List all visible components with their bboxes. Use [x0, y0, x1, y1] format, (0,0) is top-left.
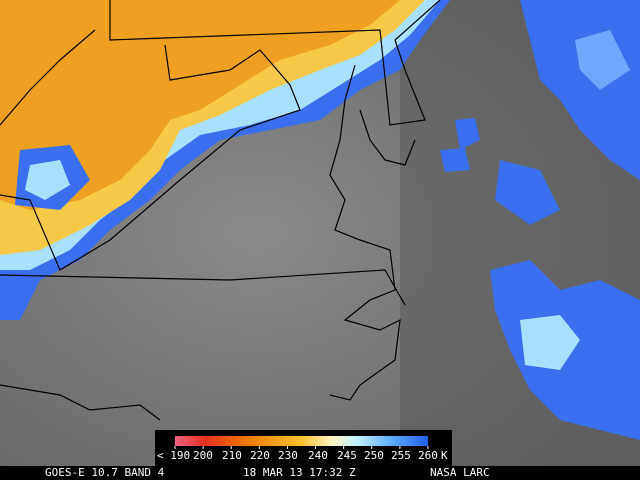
cloud-mid-ne	[575, 30, 630, 90]
footer-bar	[0, 466, 640, 480]
colorbar-label: 230	[278, 449, 298, 462]
colorbar-label: 200	[193, 449, 213, 462]
colorbar	[175, 436, 428, 446]
cloud-light-patch	[25, 160, 70, 200]
colorbar-labels: < 190 200 210 220 230 240 245 250 255 260 K	[157, 446, 448, 462]
colorbar-label: < 190	[157, 449, 190, 462]
colorbar-label: 255	[391, 449, 411, 462]
state-border	[109, 0, 441, 126]
coastline	[329, 64, 401, 401]
state-border	[0, 29, 96, 126]
footer-satellite: GOES-E 10.7 BAND 4	[45, 466, 165, 479]
colorbar-label: 240	[308, 449, 328, 462]
cloud-light-se	[520, 315, 580, 370]
colorbar-label: K	[441, 449, 448, 462]
colorbar-label: 245	[337, 449, 357, 462]
colorbar-label: 260	[418, 449, 438, 462]
cloud-blue-e	[495, 160, 560, 225]
colorbar-label: 210	[222, 449, 242, 462]
footer-datetime: 18 MAR 13 17:32 Z	[243, 466, 356, 479]
state-border	[0, 384, 161, 421]
coastline	[359, 109, 416, 166]
state-border	[0, 44, 301, 271]
colorbar-label: 250	[364, 449, 384, 462]
colorbar-label: 220	[250, 449, 270, 462]
footer-source: NASA LARC	[430, 466, 490, 479]
cloud-blue-spot	[440, 148, 470, 172]
cloud-orange	[0, 0, 400, 210]
cloud-blue-spot	[455, 118, 480, 150]
